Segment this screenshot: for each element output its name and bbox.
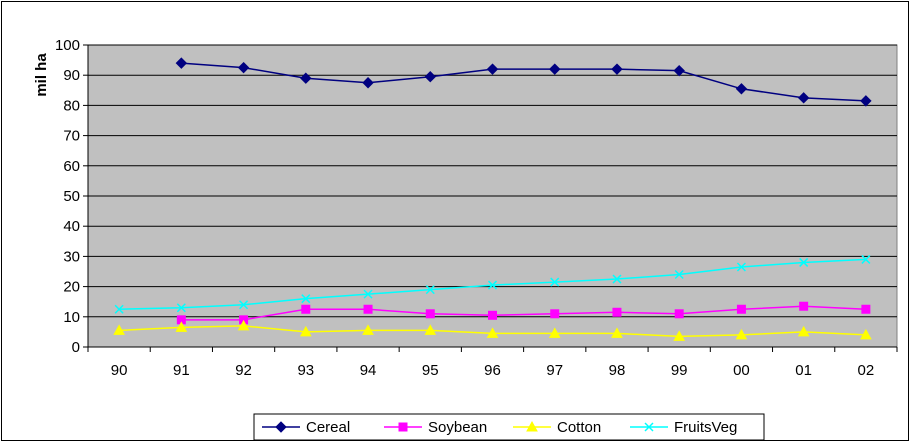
x-tick-label: 95: [422, 362, 439, 379]
data-point-cereal: [549, 63, 561, 75]
x-tick-label: 02: [858, 362, 875, 379]
data-point-fruitsveg: [861, 254, 871, 264]
data-point-cotton: [611, 327, 623, 338]
data-point-cereal: [673, 64, 685, 77]
data-point-cereal: [237, 61, 250, 74]
series-layer: [113, 57, 872, 341]
series-line-soybean: [181, 305, 866, 321]
data-point-cereal: [362, 77, 374, 89]
data-point-cotton: [486, 327, 499, 338]
data-point-cotton: [113, 324, 125, 335]
x-tick-label: 01: [795, 362, 812, 379]
x-tick-label: 90: [111, 362, 128, 379]
data-point-fruitsveg: [425, 285, 435, 295]
data-point-fruitsveg: [736, 262, 746, 272]
data-point-soybean: [861, 304, 871, 314]
y-tick-label: 0: [72, 339, 80, 356]
data-point-cereal: [735, 83, 748, 95]
data-point-soybean: [550, 309, 560, 319]
y-tick-label: 50: [63, 188, 80, 205]
data-point-cotton: [673, 330, 686, 341]
data-point-soybean: [612, 307, 622, 317]
y-tick-label: 30: [63, 248, 80, 265]
y-axis-label: mil ha: [33, 53, 50, 97]
data-point-cereal: [424, 71, 436, 83]
data-point-soybean: [799, 301, 809, 311]
data-point-fruitsveg: [550, 277, 560, 287]
data-point-cereal: [486, 63, 499, 75]
y-tick-label: 40: [63, 218, 80, 235]
data-point-cotton: [299, 325, 312, 337]
data-point-fruitsveg: [799, 257, 809, 267]
x-tick-label: 93: [297, 362, 314, 379]
gridlines: [88, 44, 897, 318]
x-tick-label: 00: [733, 362, 750, 379]
data-point-cereal: [175, 57, 188, 69]
data-point-cotton: [237, 319, 250, 331]
legend-label-cereal: Cereal: [306, 419, 350, 436]
data-point-fruitsveg: [612, 274, 622, 284]
y-tick-label: 80: [63, 97, 80, 114]
data-point-cotton: [362, 324, 374, 335]
y-tick-label: 100: [55, 37, 80, 54]
legend-label-fruitsveg: FruitsVeg: [674, 419, 737, 436]
x-tick-label: 94: [360, 362, 377, 379]
legend-marker-soybean: [398, 422, 408, 432]
data-point-soybean: [488, 310, 497, 320]
data-point-cotton: [797, 325, 810, 337]
x-tick-label: 92: [235, 362, 252, 379]
data-point-fruitsveg: [363, 289, 373, 299]
y-tick-label: 20: [63, 279, 80, 296]
data-point-soybean: [363, 304, 373, 314]
data-point-fruitsveg: [301, 294, 311, 304]
data-point-cereal: [611, 63, 623, 75]
y-tick-label: 60: [63, 158, 80, 175]
legend-marker-fruitsveg: [644, 422, 654, 432]
data-point-cotton: [175, 321, 188, 332]
y-tick-label: 90: [63, 67, 80, 84]
data-point-fruitsveg: [114, 304, 124, 314]
data-point-cotton: [735, 328, 748, 340]
legend: Cereal Soybean Cotton FruitsVeg: [253, 413, 765, 441]
data-point-soybean: [674, 309, 684, 319]
legend-box: [253, 413, 765, 441]
x-tick-label: 96: [484, 362, 501, 379]
y-tick-label: 70: [63, 128, 80, 145]
data-point-fruitsveg: [176, 303, 186, 313]
data-point-cotton: [424, 324, 437, 335]
x-tick-label: 97: [546, 362, 563, 379]
legend-label-soybean: Soybean: [428, 419, 487, 436]
data-point-cotton: [548, 327, 561, 338]
data-point-cotton: [860, 328, 872, 340]
legend-label-cotton: Cotton: [557, 419, 601, 436]
data-point-cereal: [797, 92, 810, 104]
data-point-soybean: [736, 304, 746, 314]
data-point-cereal: [300, 72, 312, 84]
data-point-fruitsveg: [487, 280, 498, 290]
data-point-fruitsveg: [674, 269, 684, 280]
x-tick-label: 91: [173, 362, 190, 379]
data-point-cereal: [860, 95, 872, 107]
legend-marker-cereal: [275, 421, 287, 433]
x-tick-label: 98: [609, 362, 626, 379]
x-tick-label: 99: [671, 362, 688, 379]
data-point-fruitsveg: [239, 300, 249, 310]
data-point-soybean: [425, 309, 435, 319]
data-point-soybean: [301, 304, 311, 314]
legend-marker-cotton: [526, 420, 538, 432]
series-line-cereal: [181, 62, 866, 102]
y-tick-label: 10: [63, 309, 80, 326]
